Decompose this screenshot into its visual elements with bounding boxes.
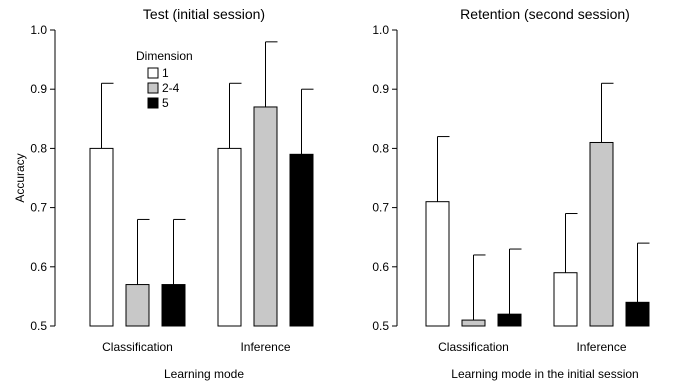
y-tick-label: 0.6	[372, 260, 389, 274]
y-axis-label: Accuracy	[13, 153, 27, 202]
y-tick-label: 1.0	[30, 23, 47, 37]
x-category-label: Classification	[102, 340, 173, 354]
y-tick-label: 0.6	[30, 260, 47, 274]
bar	[125, 284, 150, 327]
y-tick-label: 0.5	[30, 319, 47, 333]
y-tick-label: 0.8	[372, 141, 389, 155]
y-tick-label: 0.9	[372, 82, 389, 96]
x-category-label: Classification	[438, 340, 509, 354]
bar	[461, 319, 486, 327]
legend-swatch	[147, 82, 159, 94]
x-category-label: Inference	[240, 340, 290, 354]
x-axis-label: Learning mode in the initial session	[451, 367, 638, 381]
x-category-label: Inference	[576, 340, 626, 354]
legend-title: Dimension	[136, 49, 193, 63]
bar	[625, 301, 650, 327]
chart-title: Test (initial session)	[143, 6, 265, 22]
legend: Dimension 12-45	[136, 49, 193, 110]
bar	[425, 201, 450, 327]
chart-panel-1: Test (initial session) 0.5 0.6 0.7 0.8 0.9 1.0…	[13, 6, 314, 381]
bar	[589, 141, 614, 327]
bar	[289, 153, 314, 327]
bar	[253, 106, 278, 327]
chart-panel-2: Retention (second session) 0.5 0.6 0.7 0.8 0.…	[372, 6, 650, 381]
y-tick-label: 0.8	[30, 141, 47, 155]
y-tick-label: 0.7	[372, 201, 389, 215]
y-tick-label: 0.9	[30, 82, 47, 96]
legend-label: 5	[162, 96, 169, 110]
chart-title: Retention (second session)	[460, 6, 630, 22]
legend-label: 2-4	[162, 81, 180, 95]
bar	[497, 313, 522, 327]
y-tick-label: 1.0	[372, 23, 389, 37]
y-tick-label: 0.7	[30, 201, 47, 215]
bar	[553, 272, 578, 327]
bar	[161, 284, 186, 327]
bar	[89, 147, 114, 327]
x-axis-label: Learning mode	[164, 367, 244, 381]
legend-swatch	[147, 97, 159, 109]
legend-swatch	[147, 67, 159, 79]
bar	[217, 147, 242, 327]
legend-label: 1	[162, 66, 169, 80]
y-tick-label: 0.5	[372, 319, 389, 333]
